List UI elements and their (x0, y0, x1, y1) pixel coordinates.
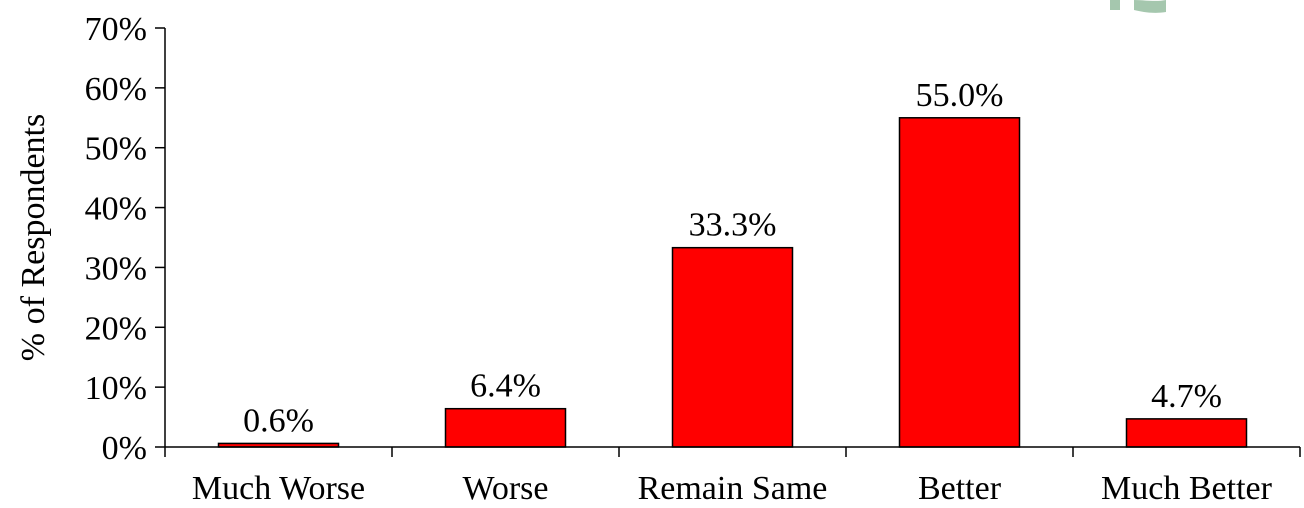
x-axis-ticks: Much Worse Worse Remain Same Better Much Bet… (164, 447, 1301, 507)
x-category-label: Much Worse (192, 470, 365, 507)
data-label: 4.7% (1151, 378, 1222, 415)
bars (217, 117, 1248, 448)
data-label: 33.3% (689, 207, 777, 244)
y-tick-label: 10% (85, 370, 147, 407)
y-axis-title: % of Respondents (15, 114, 52, 361)
y-tick-label: 20% (85, 310, 147, 347)
y-tick-label: 60% (85, 71, 147, 108)
bar-worse (444, 407, 567, 448)
data-label: 55.0% (916, 77, 1004, 114)
y-axis-ticks: 0% 10% 20% 30% 40% 50% 60% 70% (85, 11, 165, 467)
x-category-label: Worse (462, 470, 548, 507)
y-tick-label: 70% (85, 11, 147, 48)
x-category-label: Much Better (1101, 470, 1273, 507)
data-label: 0.6% (243, 402, 314, 439)
data-labels: 0.6% 6.4% 33.3% 55.0% 4.7% (243, 77, 1222, 440)
y-tick-label: 50% (85, 131, 147, 168)
x-category-label: Remain Same (638, 470, 828, 507)
logo-fragment (1110, 0, 1166, 13)
y-tick-label: 0% (102, 430, 147, 467)
y-tick-label: 30% (85, 250, 147, 287)
bar-better (898, 117, 1021, 448)
y-tick-label: 40% (85, 191, 147, 228)
data-label: 6.4% (470, 368, 541, 405)
bar-much-better (1125, 418, 1248, 448)
x-category-label: Better (918, 470, 1002, 507)
bar-remain-same (671, 246, 794, 448)
